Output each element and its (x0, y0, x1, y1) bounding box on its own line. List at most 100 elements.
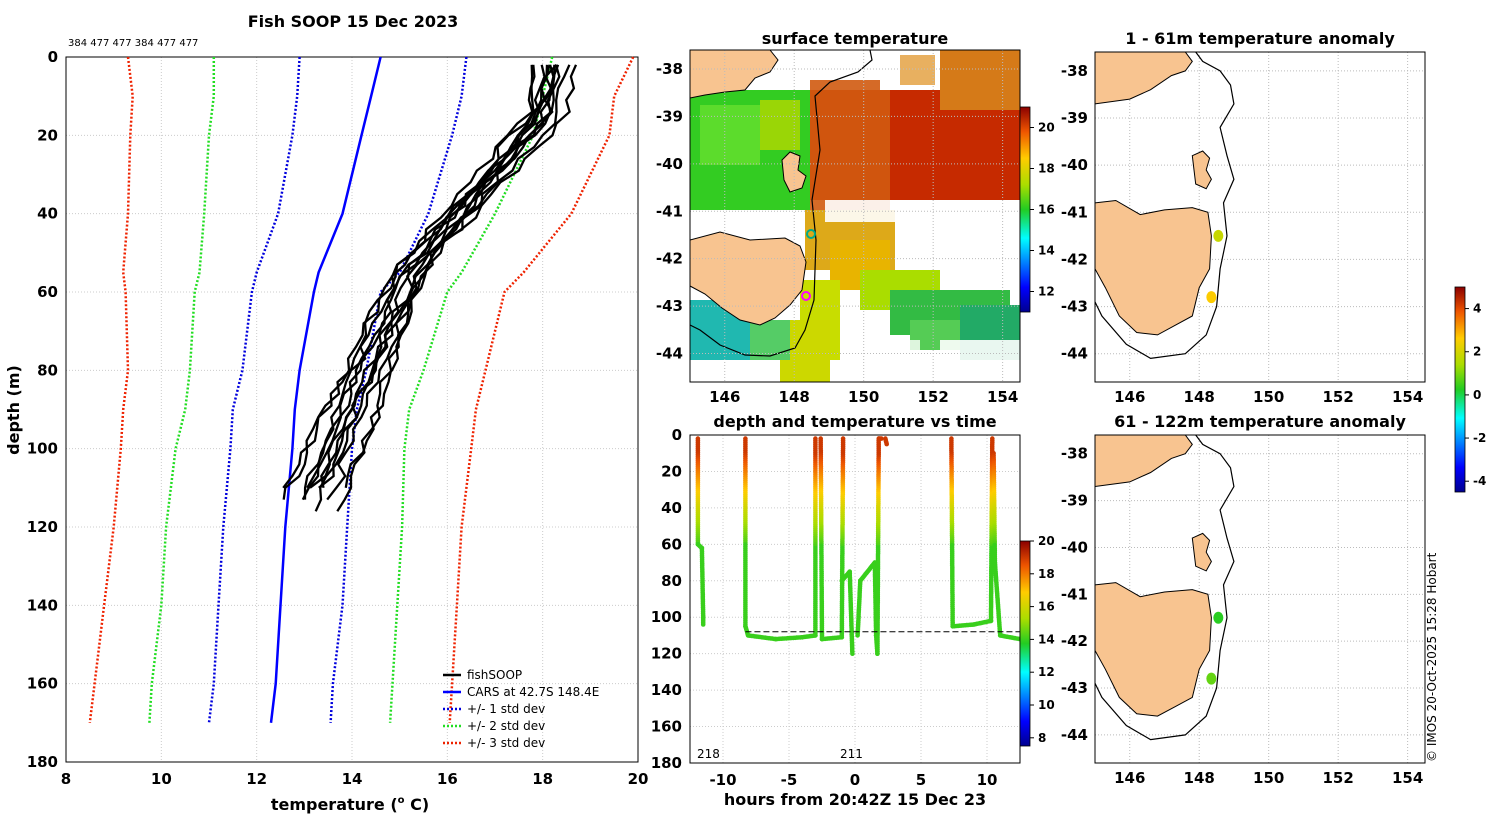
colorbar-tick-label: -2 (1473, 431, 1486, 445)
land-tasmania (1095, 582, 1212, 717)
copyright-label: © IMOS 20-Oct-2025 15:28 Hobart (1425, 552, 1439, 762)
map-ytick-label: -42 (1061, 632, 1088, 650)
map-ytick-label: -42 (1061, 250, 1088, 268)
colorbar-tick-label: -4 (1473, 474, 1486, 488)
map-ytick-label: -40 (656, 155, 683, 173)
profile-ytick-label: 160 (27, 675, 58, 693)
fishsoop-cast (344, 64, 551, 488)
colorbar-tick-label: 14 (1038, 244, 1055, 258)
ts-sample (850, 651, 855, 656)
map-ytick-label: -44 (1061, 345, 1088, 363)
map-ytick-label: -42 (656, 250, 683, 268)
profile-line--1-std (207, 56, 301, 723)
anom2-axes-frame (1094, 434, 1426, 764)
anomaly-point (1213, 611, 1224, 624)
map-ytick-label: -41 (656, 202, 683, 220)
land-tasmania (690, 231, 807, 326)
colorbar-tick-label: 20 (1038, 121, 1055, 135)
map-xtick-label: 146 (709, 388, 740, 406)
legend-fishsoop: fishSOOP (467, 668, 522, 682)
colorbar-tick-label: 16 (1038, 600, 1055, 614)
ts-ytick-label: 20 (661, 462, 682, 480)
profile-line--2-std (148, 57, 216, 723)
anomaly-point (1206, 291, 1217, 304)
fishsoop-cast (326, 64, 555, 501)
timeseries-chart: depth and temperature vs time -10 -5 0 5 100… (651, 412, 1055, 809)
profile-xlabel: temperature (o C) (271, 795, 429, 814)
land-mainland (690, 50, 779, 99)
profile-xtick-label: 20 (628, 770, 649, 788)
colorbar-tick-label: 0 (1473, 388, 1481, 402)
profile-xtick-label: 10 (151, 770, 172, 788)
fishsoop-cast (303, 64, 561, 500)
map-ytick-label: -39 (1061, 492, 1088, 510)
ts-xtick-label: -5 (781, 771, 798, 789)
anomaly-colorbar-ticks: 4 2 0 -2 -4 (1465, 302, 1486, 488)
ts-sample (1017, 636, 1020, 642)
timeseries-axes-frame (689, 434, 1021, 764)
profile-ytick-label: 100 (27, 440, 58, 458)
sst-ticks: 146 148 150 152 154 -38 -39 -40 -41 -42 -43 -44 (656, 60, 1018, 406)
sst-title: surface temperature (762, 29, 949, 48)
legend-cars: CARS at 42.7S 148.4E (467, 685, 599, 699)
anom1-geography (1095, 52, 1235, 360)
ts-sample (700, 622, 706, 627)
sst-marker-south (801, 291, 811, 301)
map-ytick-label: -38 (1061, 445, 1088, 463)
map-xtick-label: 152 (918, 388, 949, 406)
anom2-title: 61 - 122m temperature anomaly (1114, 412, 1406, 431)
shelf-contour (690, 50, 873, 357)
legend-std1: +/- 1 std dev (467, 702, 545, 716)
ts-ytick-label: 60 (661, 535, 682, 553)
profile-ytick-label: 180 (27, 753, 58, 771)
sst-marker-north (806, 229, 816, 239)
colorbar-tick-label: 8 (1038, 731, 1046, 745)
fishsoop-profiles (282, 64, 578, 512)
ts-sample (884, 441, 889, 447)
map-xtick-label: 154 (1392, 769, 1423, 787)
map-xtick-label: 152 (1323, 388, 1354, 406)
sst-colorbar-ticks: 12 14 16 18 20 (1030, 121, 1055, 299)
ts-xtick-label: 0 (850, 771, 860, 789)
ts-ytick-label: 80 (661, 572, 682, 590)
land-flinders-island (781, 151, 807, 193)
map-ytick-label: -39 (1061, 109, 1088, 127)
map-xtick-label: 146 (1114, 769, 1145, 787)
map-xtick-label: 154 (987, 388, 1018, 406)
anomaly-point (1206, 672, 1217, 685)
map-xtick-label: 148 (1184, 769, 1215, 787)
legend-std2: +/- 2 std dev (467, 719, 545, 733)
map-ytick-label: -41 (1061, 585, 1088, 603)
colorbar-tick-label: 12 (1038, 665, 1055, 679)
sst-map: surface temperature (656, 29, 1055, 406)
ts-ytick-label: 40 (661, 499, 682, 517)
fishsoop-cast (314, 64, 571, 512)
profile-ytick-label: 20 (37, 126, 58, 144)
anomaly-map-deep: 61 - 122m temperature anomaly 146 148 150 1… (1061, 412, 1426, 787)
timeseries-colorbar-ticks: 8 10 12 14 16 18 20 (1030, 534, 1055, 745)
profile-x-ticks: 8 10 12 14 16 18 20 (61, 770, 649, 788)
profile-line--1-std (329, 56, 468, 723)
profile-xtick-label: 18 (532, 770, 553, 788)
legend-std3: +/- 3 std dev (467, 736, 545, 750)
anom1-ticks: 146 148 150 152 154 -38 -39 -40 -41 -42 -43 -44 (1061, 62, 1423, 406)
anom2-ticks: 146 148 150 152 154 -38 -39 -40 -41 -42 -43 -44 (1061, 445, 1423, 787)
map-xtick-label: 150 (1253, 769, 1284, 787)
colorbar-tick-label: 20 (1038, 534, 1055, 548)
land-mainland (1095, 52, 1193, 105)
colorbar-tick-label: 4 (1473, 302, 1481, 316)
colorbar-tick-label: 18 (1038, 162, 1055, 176)
shelf-contour (1095, 435, 1235, 741)
timeseries-annotation-211: 211 (840, 747, 863, 761)
timeseries-annotation-218: 218 (697, 747, 720, 761)
map-xtick-label: 154 (1392, 388, 1423, 406)
map-xtick-label: 150 (848, 388, 879, 406)
profile-ytick-label: 140 (27, 596, 58, 614)
colorbar-tick-label: 2 (1473, 345, 1481, 359)
profile-line--3-std (88, 56, 134, 723)
map-ytick-label: -43 (656, 297, 683, 315)
land-mainland (1095, 435, 1193, 488)
land-tasmania (1095, 199, 1212, 336)
